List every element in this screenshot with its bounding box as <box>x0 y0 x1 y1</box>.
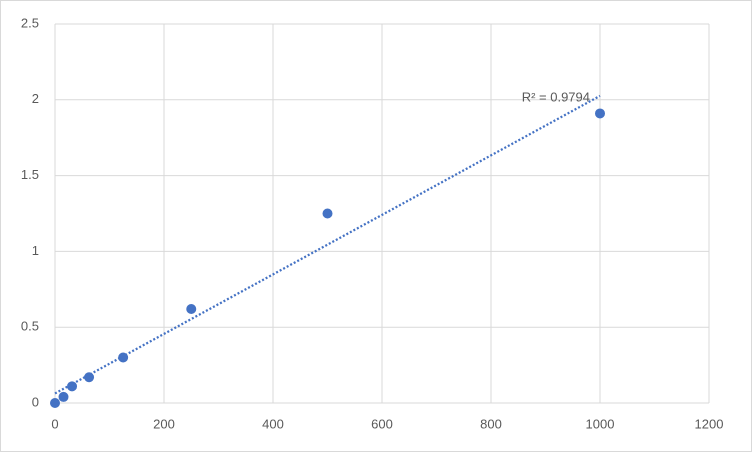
x-tick-label: 0 <box>51 416 58 431</box>
data-point <box>67 381 78 392</box>
data-point <box>58 391 69 402</box>
x-tick-label: 400 <box>262 416 284 431</box>
x-tick-label: 1000 <box>586 416 615 431</box>
data-point <box>84 372 95 383</box>
data-point <box>186 304 197 315</box>
data-point <box>118 352 129 363</box>
data-point <box>322 208 333 219</box>
y-tick-label: 1 <box>32 243 39 258</box>
x-tick-label: 1200 <box>695 416 724 431</box>
x-tick-label: 800 <box>480 416 502 431</box>
r-squared-label: R² = 0.9794 <box>522 89 590 104</box>
data-point <box>50 398 60 408</box>
y-tick-label: 2.5 <box>21 15 39 30</box>
trendline <box>54 94 601 395</box>
y-tick-label: 0.5 <box>21 319 39 334</box>
data-point <box>595 108 605 119</box>
x-tick-label: 200 <box>153 416 175 431</box>
x-tick-label: 600 <box>371 416 393 431</box>
y-tick-label: 1.5 <box>21 167 39 182</box>
y-tick-label: 2 <box>32 91 39 106</box>
y-tick-label: 0 <box>32 394 39 409</box>
